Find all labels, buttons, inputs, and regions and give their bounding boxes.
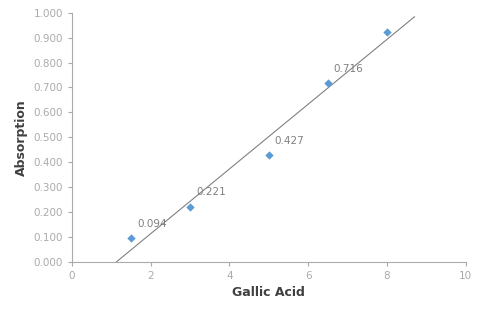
Text: 0.221: 0.221 (196, 187, 226, 197)
Text: 0.716: 0.716 (334, 64, 363, 74)
X-axis label: Gallic Acid: Gallic Acid (232, 286, 305, 299)
Point (324, 81, 332, 86)
Y-axis label: Absorption: Absorption (15, 99, 28, 175)
Point (265, 153, 273, 158)
Point (186, 204, 194, 209)
Text: 0.094: 0.094 (137, 219, 167, 229)
Point (383, 29, 391, 34)
Point (127, 236, 135, 241)
Text: 0.427: 0.427 (275, 136, 304, 146)
